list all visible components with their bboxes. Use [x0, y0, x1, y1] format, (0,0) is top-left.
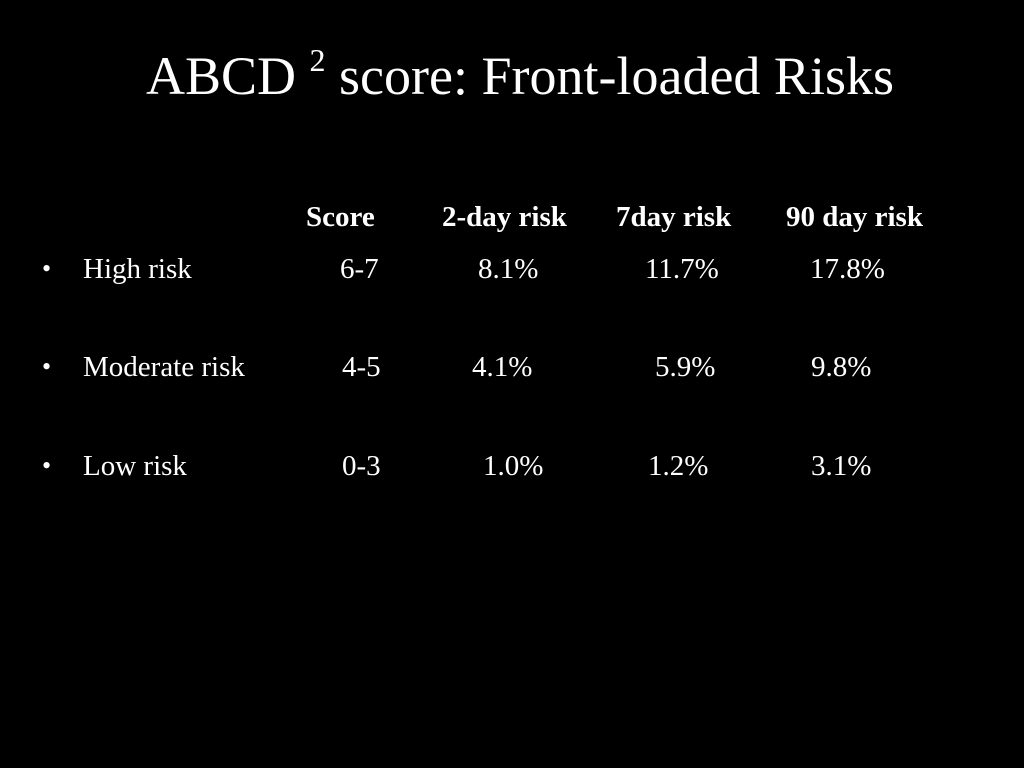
bullet-icon: • — [42, 254, 52, 283]
title-rest: score: Front-loaded Risks — [339, 46, 894, 106]
row-label: Moderate risk — [83, 351, 245, 383]
row-90-day-risk: 17.8% — [810, 253, 885, 285]
title-superscript: 2 — [309, 42, 326, 78]
list-item-low-risk: • Low risk 0-3 1.0% 1.2% 3.1% — [0, 446, 1024, 486]
list-item-moderate-risk: • Moderate risk 4-5 4.1% 5.9% 9.8% — [0, 347, 1024, 387]
row-score: 4-5 — [342, 351, 381, 383]
header-7day-risk: 7day risk — [616, 201, 732, 233]
header-score: Score — [306, 201, 375, 233]
header-90-day-risk: 90 day risk — [786, 201, 923, 233]
slide-title: ABCD 2 score: Front-loaded Risks — [0, 38, 1024, 114]
row-label: Low risk — [83, 450, 187, 482]
bullet-icon: • — [42, 352, 52, 381]
row-90-day-risk: 3.1% — [811, 450, 872, 482]
row-2-day-risk: 4.1% — [472, 351, 533, 383]
row-2-day-risk: 1.0% — [483, 450, 544, 482]
header-2-day-risk: 2-day risk — [442, 201, 567, 233]
row-2-day-risk: 8.1% — [478, 253, 539, 285]
row-90-day-risk: 9.8% — [811, 351, 872, 383]
bullet-icon: • — [42, 451, 52, 480]
row-score: 0-3 — [342, 450, 381, 482]
row-7day-risk: 1.2% — [648, 450, 709, 482]
row-label: High risk — [83, 253, 192, 285]
row-7day-risk: 11.7% — [645, 253, 719, 285]
title-main: ABCD — [146, 46, 297, 106]
row-score: 6-7 — [340, 253, 379, 285]
row-7day-risk: 5.9% — [655, 351, 716, 383]
list-item-high-risk: • High risk 6-7 8.1% 11.7% 17.8% — [0, 249, 1024, 289]
